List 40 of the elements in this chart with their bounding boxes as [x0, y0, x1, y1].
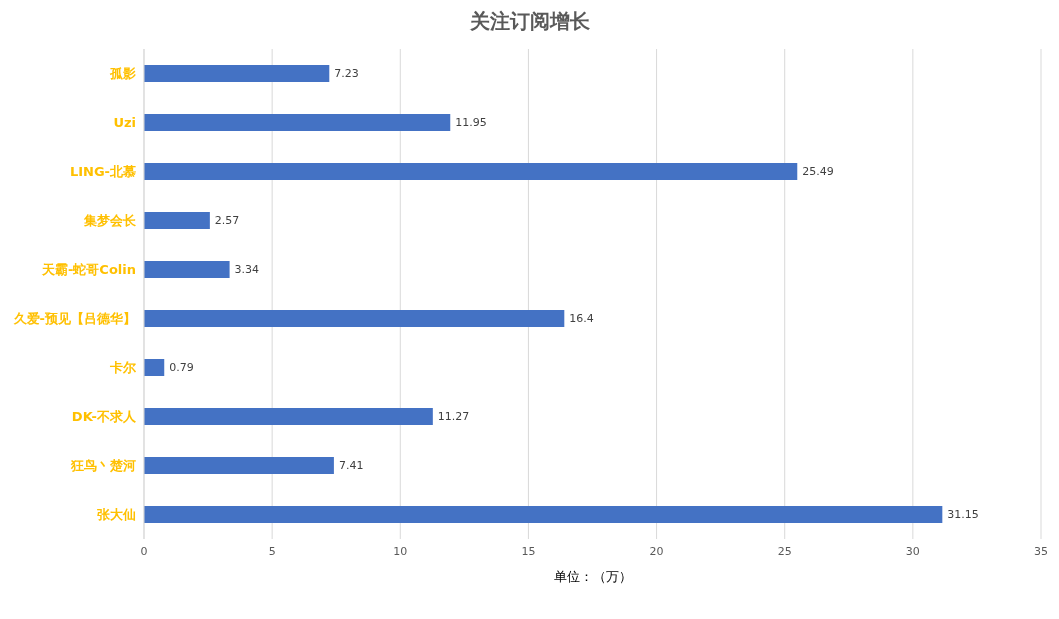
x-tick-label: 5: [268, 544, 276, 558]
bar: [144, 261, 230, 278]
y-tick-label: DK-不求人: [71, 409, 137, 425]
y-tick-label: 狂鸟丶楚河: [70, 458, 136, 474]
y-tick-label: LING-北慕: [69, 164, 136, 180]
data-label: 11.27: [437, 410, 470, 424]
bar: [144, 65, 330, 82]
data-label: 0.79: [169, 361, 194, 375]
chart-title: 关注订阅增长: [468, 8, 591, 35]
x-tick-label: 10: [393, 544, 408, 558]
data-label: 3.34: [234, 263, 260, 277]
y-tick-label: 孤影: [109, 66, 136, 82]
bar: [144, 310, 565, 327]
data-label: 7.23: [334, 67, 359, 81]
bar: [144, 114, 451, 131]
data-label: 25.49: [802, 165, 834, 179]
bar: [144, 212, 210, 229]
y-tick-label: 卡尔: [109, 360, 137, 376]
x-tick-label: 25: [777, 544, 792, 558]
x-axis-title: 单位：（万）: [553, 569, 632, 584]
bar: [144, 408, 433, 425]
bar: [144, 506, 943, 523]
y-tick-label: Uzi: [113, 115, 136, 131]
y-tick-label: 张大仙: [97, 507, 136, 523]
data-label: 11.95: [455, 116, 487, 130]
bar: [144, 163, 798, 180]
x-tick-label: 30: [905, 544, 920, 558]
x-tick-label: 20: [649, 544, 664, 558]
y-tick-label: 集梦会长: [83, 213, 137, 229]
bar: [144, 359, 165, 376]
x-tick-label: 35: [1034, 544, 1048, 558]
data-label: 7.41: [338, 459, 364, 473]
data-label: 31.15: [947, 508, 979, 522]
x-tick-label: 0: [140, 544, 148, 558]
x-tick-label: 15: [521, 544, 536, 558]
data-label: 2.57: [214, 214, 240, 228]
bar: [144, 457, 334, 474]
y-tick-label: 天霸-蛇哥Colin: [40, 262, 136, 278]
data-label: 16.4: [569, 312, 594, 326]
y-tick-label: 久爱-预见【吕德华】: [12, 311, 136, 327]
